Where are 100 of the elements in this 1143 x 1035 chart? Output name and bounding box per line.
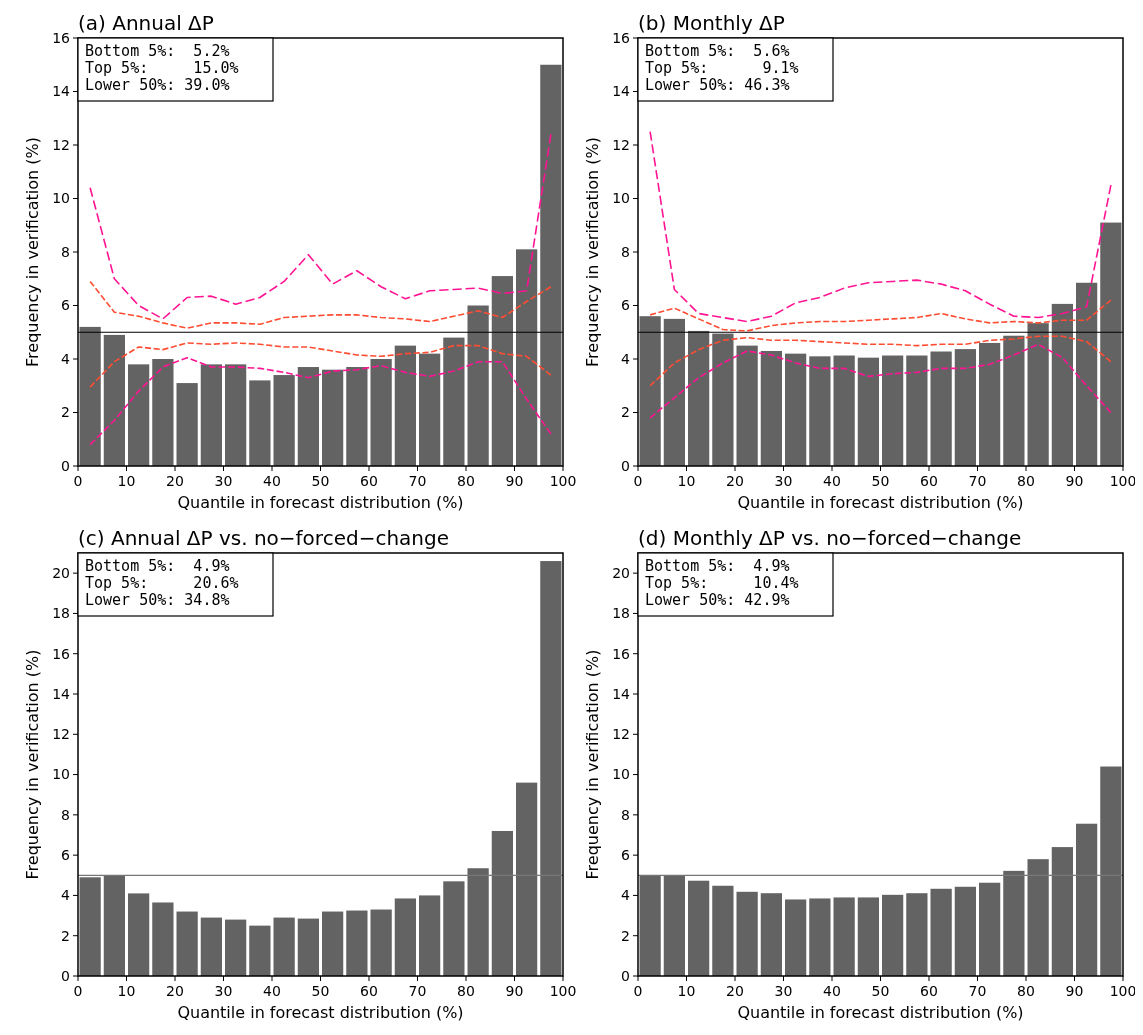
x-tick-label: 80 xyxy=(457,473,475,489)
y-tick-label: 0 xyxy=(61,967,70,984)
y-tick-label: 6 xyxy=(621,847,631,864)
x-tick-label: 100 xyxy=(549,473,577,489)
y-tick-label: 14 xyxy=(612,685,631,702)
annotation: Lower 50%: 46.3% xyxy=(645,76,790,94)
x-tick-label: 30 xyxy=(214,473,233,489)
x-tick-label: 10 xyxy=(677,473,696,489)
x-tick-label: 10 xyxy=(677,983,696,999)
y-tick-label: 4 xyxy=(621,350,631,367)
y-tick-label: 0 xyxy=(621,457,630,474)
y-tick-label: 16 xyxy=(52,29,71,46)
x-tick-label: 60 xyxy=(920,473,938,489)
y-tick-label: 4 xyxy=(621,887,631,904)
x-tick-label: 100 xyxy=(1109,473,1137,489)
x-tick-label: 50 xyxy=(311,473,330,489)
y-tick-label: 10 xyxy=(52,766,70,783)
annotation: Bottom 5%: 5.2% xyxy=(85,42,230,60)
annotation: Top 5%: 10.4% xyxy=(645,574,799,592)
annotation: Top 5%: 9.1% xyxy=(645,59,799,77)
y-tick-label: 16 xyxy=(612,645,631,662)
y-tick-label: 8 xyxy=(61,243,70,260)
x-tick-label: 30 xyxy=(774,983,793,999)
x-tick-label: 0 xyxy=(73,473,83,489)
x-tick-label: 20 xyxy=(726,983,744,999)
x-tick-label: 0 xyxy=(73,983,83,999)
y-tick-label: 16 xyxy=(52,645,71,662)
x-tick-label: 90 xyxy=(1065,473,1084,489)
line-series xyxy=(649,335,1112,387)
y-tick-label: 12 xyxy=(612,726,630,743)
line-series xyxy=(89,280,552,330)
x-tick-label: 30 xyxy=(774,473,793,489)
x-tick-label: 70 xyxy=(968,473,987,489)
y-tick-label: 10 xyxy=(612,766,630,783)
y-axis-title: Frequency in verification (%) xyxy=(23,137,42,367)
y-tick-label: 16 xyxy=(612,29,631,46)
x-tick-label: 20 xyxy=(166,983,184,999)
x-tick-label: 90 xyxy=(505,473,524,489)
x-tick-label: 60 xyxy=(920,983,938,999)
y-tick-label: 12 xyxy=(52,726,70,743)
y-axis-title: Frequency in verification (%) xyxy=(583,137,602,367)
x-tick-label: 50 xyxy=(871,983,890,999)
x-tick-label: 60 xyxy=(360,983,378,999)
x-tick-label: 50 xyxy=(871,473,890,489)
x-axis-title: Quantile in forecast distribution (%) xyxy=(177,493,464,512)
x-tick-label: 0 xyxy=(633,473,643,489)
annotation: Top 5%: 15.0% xyxy=(85,59,239,77)
line-series xyxy=(89,356,552,446)
y-tick-label: 8 xyxy=(621,806,630,823)
line-series xyxy=(649,299,1112,332)
x-tick-label: 90 xyxy=(505,983,524,999)
y-tick-label: 8 xyxy=(61,806,70,823)
x-tick-label: 70 xyxy=(408,983,427,999)
x-tick-label: 10 xyxy=(117,983,136,999)
x-tick-label: 20 xyxy=(726,473,744,489)
y-tick-label: 20 xyxy=(52,565,70,582)
x-tick-label: 70 xyxy=(968,983,987,999)
line-series xyxy=(649,130,1112,323)
x-tick-label: 70 xyxy=(408,473,427,489)
y-tick-label: 12 xyxy=(612,136,630,153)
y-axis-title: Frequency in verification (%) xyxy=(583,649,602,880)
annotation: Bottom 5%: 4.9% xyxy=(645,557,790,575)
y-tick-label: 20 xyxy=(612,565,630,582)
y-axis-title: Frequency in verification (%) xyxy=(23,649,42,880)
chart-title: (c) Annual ΔP vs. no−forced−change xyxy=(78,526,449,550)
x-tick-label: 80 xyxy=(1017,473,1035,489)
x-tick-label: 30 xyxy=(214,983,233,999)
y-tick-label: 10 xyxy=(52,190,70,207)
x-tick-label: 40 xyxy=(263,983,281,999)
x-tick-label: 60 xyxy=(360,473,378,489)
chart-title: (a) Annual ΔP xyxy=(78,11,214,35)
y-tick-label: 4 xyxy=(61,887,71,904)
y-tick-label: 0 xyxy=(61,457,70,474)
x-axis-title: Quantile in forecast distribution (%) xyxy=(177,1003,464,1022)
annotation: Bottom 5%: 5.6% xyxy=(645,42,790,60)
y-tick-label: 2 xyxy=(621,404,630,421)
x-tick-label: 90 xyxy=(1065,983,1084,999)
annotation: Lower 50%: 39.0% xyxy=(85,76,230,94)
y-tick-label: 0 xyxy=(621,967,630,984)
chart-title: (d) Monthly ΔP vs. no−forced−change xyxy=(638,526,1022,550)
x-tick-label: 20 xyxy=(166,473,184,489)
y-tick-label: 18 xyxy=(612,605,630,622)
line-series xyxy=(89,342,552,388)
y-tick-label: 12 xyxy=(52,136,70,153)
x-tick-label: 40 xyxy=(823,983,841,999)
chart-title: (b) Monthly ΔP xyxy=(638,11,785,35)
y-tick-label: 8 xyxy=(621,243,630,260)
y-tick-label: 18 xyxy=(52,605,70,622)
y-tick-label: 2 xyxy=(621,927,630,944)
annotation: Lower 50%: 42.9% xyxy=(645,591,790,609)
y-tick-label: 6 xyxy=(61,847,71,864)
x-axis-title: Quantile in forecast distribution (%) xyxy=(737,493,1024,512)
x-tick-label: 80 xyxy=(1017,983,1035,999)
y-tick-label: 2 xyxy=(61,927,70,944)
y-tick-label: 14 xyxy=(52,83,71,100)
x-tick-label: 50 xyxy=(311,983,330,999)
x-tick-label: 0 xyxy=(633,983,643,999)
y-tick-label: 6 xyxy=(61,297,71,314)
y-tick-label: 14 xyxy=(612,83,631,100)
y-tick-label: 2 xyxy=(61,404,70,421)
